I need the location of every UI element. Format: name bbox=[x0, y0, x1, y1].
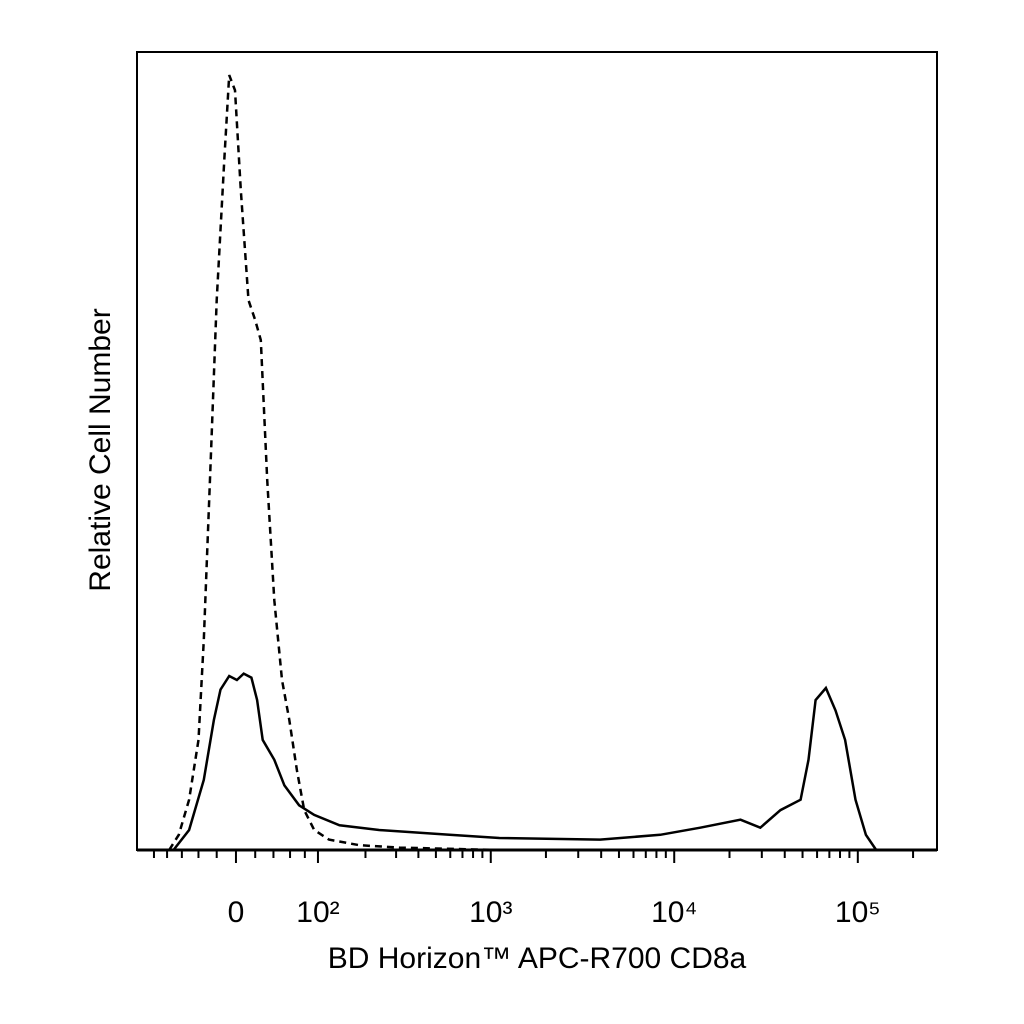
x-tick-label: 0 bbox=[228, 896, 245, 929]
x-axis-label: BD Horizon™ APC-R700 CD8a bbox=[328, 942, 747, 975]
x-tick-label: 10³ bbox=[469, 896, 512, 929]
y-axis-label: Relative Cell Number bbox=[84, 308, 117, 591]
histogram-line bbox=[172, 672, 878, 851]
plot-frame bbox=[136, 51, 938, 851]
x-tick-label: 10⁴ bbox=[651, 896, 697, 929]
histogram-line bbox=[168, 74, 500, 852]
x-tick-label: 10² bbox=[296, 896, 339, 929]
x-tick-label: 10⁵ bbox=[835, 896, 881, 929]
